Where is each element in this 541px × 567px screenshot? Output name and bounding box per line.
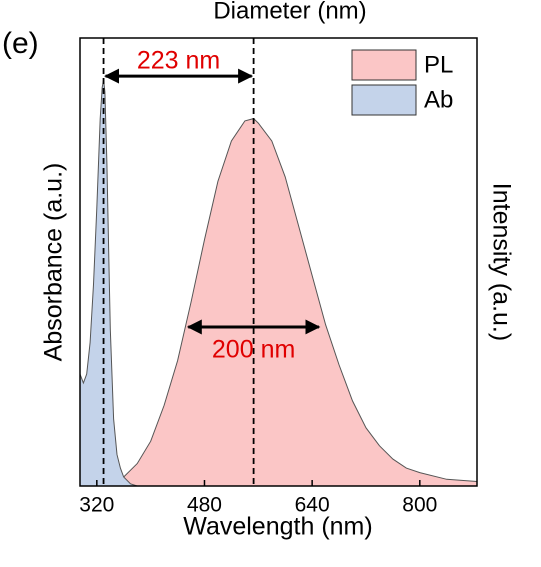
- x-tick-label: 320: [79, 494, 114, 517]
- legend-label: PL: [424, 51, 453, 78]
- area-line: [79, 80, 138, 487]
- legend-swatch: [351, 84, 417, 116]
- area-fill: [110, 118, 477, 486]
- legend-label: Ab: [424, 86, 453, 113]
- area-line: [110, 118, 478, 487]
- legend-swatch: [351, 49, 417, 81]
- top-axis-label: Diameter (nm): [213, 0, 366, 24]
- y2-axis-label: Intensity (a.u.): [487, 183, 515, 341]
- x-tick-label: 480: [187, 494, 222, 517]
- x-tick-label: 640: [295, 494, 330, 517]
- annotation-label: 223 nm: [137, 47, 220, 75]
- x-tick-label: 800: [402, 494, 437, 517]
- plot-frame: [79, 37, 478, 487]
- y-axis-label: Absorbance (a.u.): [40, 163, 68, 362]
- area-fill: [80, 80, 138, 486]
- annotation-label: 200 nm: [212, 336, 295, 364]
- x-axis-label: Wavelength (nm): [183, 513, 372, 541]
- panel-label: (e): [2, 27, 39, 60]
